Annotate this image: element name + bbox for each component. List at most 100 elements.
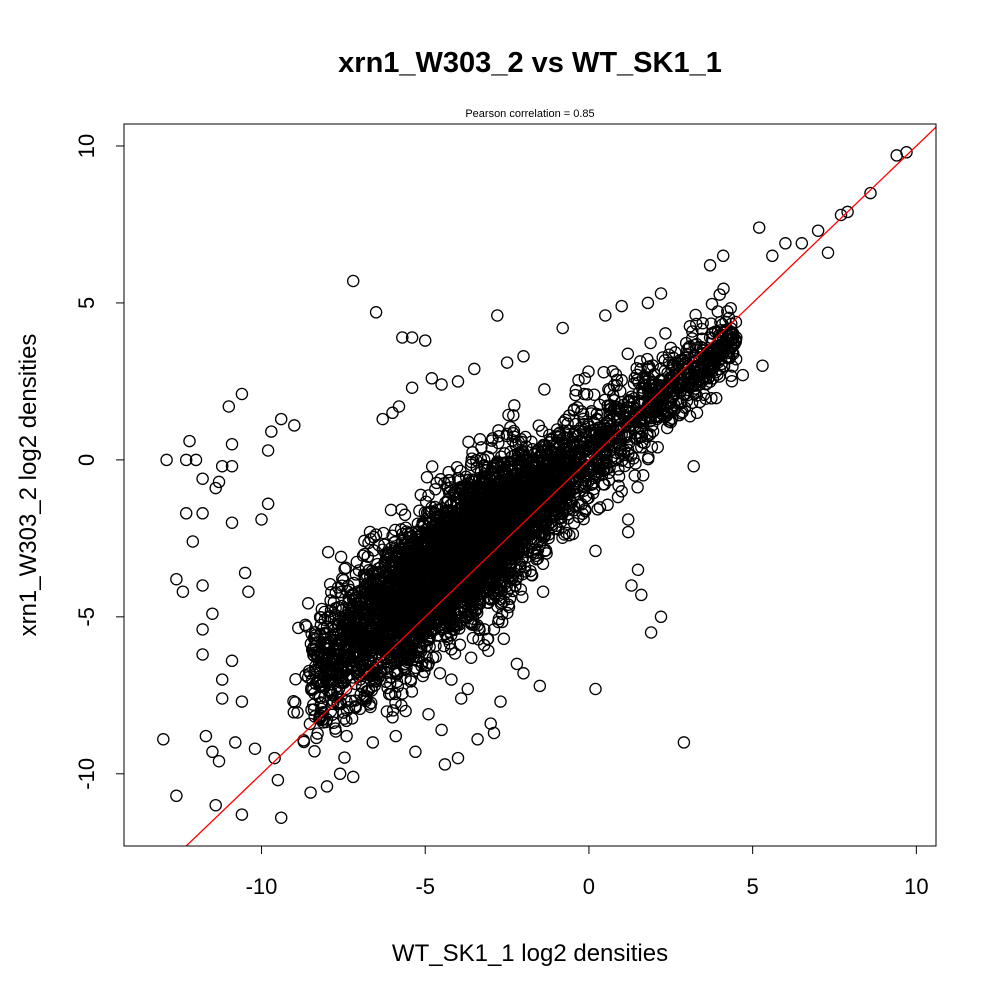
data-point [655,374,669,387]
data-point [474,481,487,495]
data-point [368,583,382,597]
data-point [654,382,667,396]
data-point [569,455,582,468]
data-point [375,630,389,644]
data-point [516,590,529,604]
data-point [591,452,605,465]
data-points [157,146,913,824]
data-point [679,357,693,371]
data-point [330,638,344,652]
data-point [707,358,721,371]
data-point [430,516,444,530]
data-point [300,620,313,633]
data-point [516,567,529,581]
data-point [478,461,492,474]
data-point [669,346,682,359]
data-point [401,651,415,664]
data-point [637,414,651,428]
data-point [453,638,467,652]
data-point [529,446,542,459]
data-point [312,676,325,690]
data-point [299,618,312,632]
data-point [306,673,319,686]
data-point [491,455,504,468]
data-point [696,332,709,346]
data-point [585,405,598,418]
data-point [433,503,446,516]
data-point [521,544,535,557]
data-point [364,569,377,583]
data-point [463,537,477,550]
data-point [494,597,508,611]
data-point [392,549,406,563]
data-point [716,338,730,351]
data-point [482,596,495,610]
data-point [656,392,669,405]
data-point [357,568,371,581]
data-point [633,415,646,429]
data-point [611,423,624,437]
data-point [317,632,331,645]
data-point [485,441,498,455]
data-point [396,687,409,700]
data-point [358,534,371,548]
data-point [560,526,573,540]
data-point [354,688,367,701]
data-point [627,377,641,390]
data-point [471,619,484,632]
data-point [447,495,460,508]
data-point [434,537,448,550]
data-point [422,656,435,670]
data-point [319,663,333,676]
data-point [575,405,588,418]
data-point [303,717,317,731]
data-point [326,653,339,667]
data-point [352,584,366,598]
data-point [689,308,702,322]
data-point [287,694,300,708]
data-point [709,391,723,405]
data-point [688,338,701,352]
data-point [368,627,382,641]
data-point [358,547,371,561]
data-point [386,529,399,542]
data-point [629,457,642,470]
data-point [390,570,403,584]
data-point [673,408,686,422]
data-point [576,507,589,521]
data-point [324,704,338,718]
data-point [337,712,351,725]
data-point [542,531,555,545]
data-point [654,386,668,400]
chart-subtitle: Pearson correlation = 0.85 [465,108,594,120]
data-point [420,608,434,621]
data-point [582,365,595,378]
data-point [579,474,593,488]
data-point [349,568,363,581]
data-point [384,503,398,517]
data-point [492,615,505,629]
data-point [497,573,510,587]
data-point [492,424,505,437]
data-point [644,336,657,350]
data-point [494,580,508,593]
data-point [636,371,650,385]
data-point [644,392,657,406]
data-point [433,666,447,680]
data-point [502,598,515,611]
data-point [601,498,614,512]
data-point [319,657,332,670]
data-point [387,612,401,626]
data-point [397,579,411,592]
data-point [308,745,321,758]
data-point [464,615,478,629]
data-point [321,545,335,559]
data-point [339,641,352,655]
data-point [552,431,565,444]
data-point [503,592,517,606]
data-point [507,424,521,438]
data-point [704,317,718,330]
data-point [636,469,650,482]
data-point [486,432,499,445]
data-point [542,528,556,541]
